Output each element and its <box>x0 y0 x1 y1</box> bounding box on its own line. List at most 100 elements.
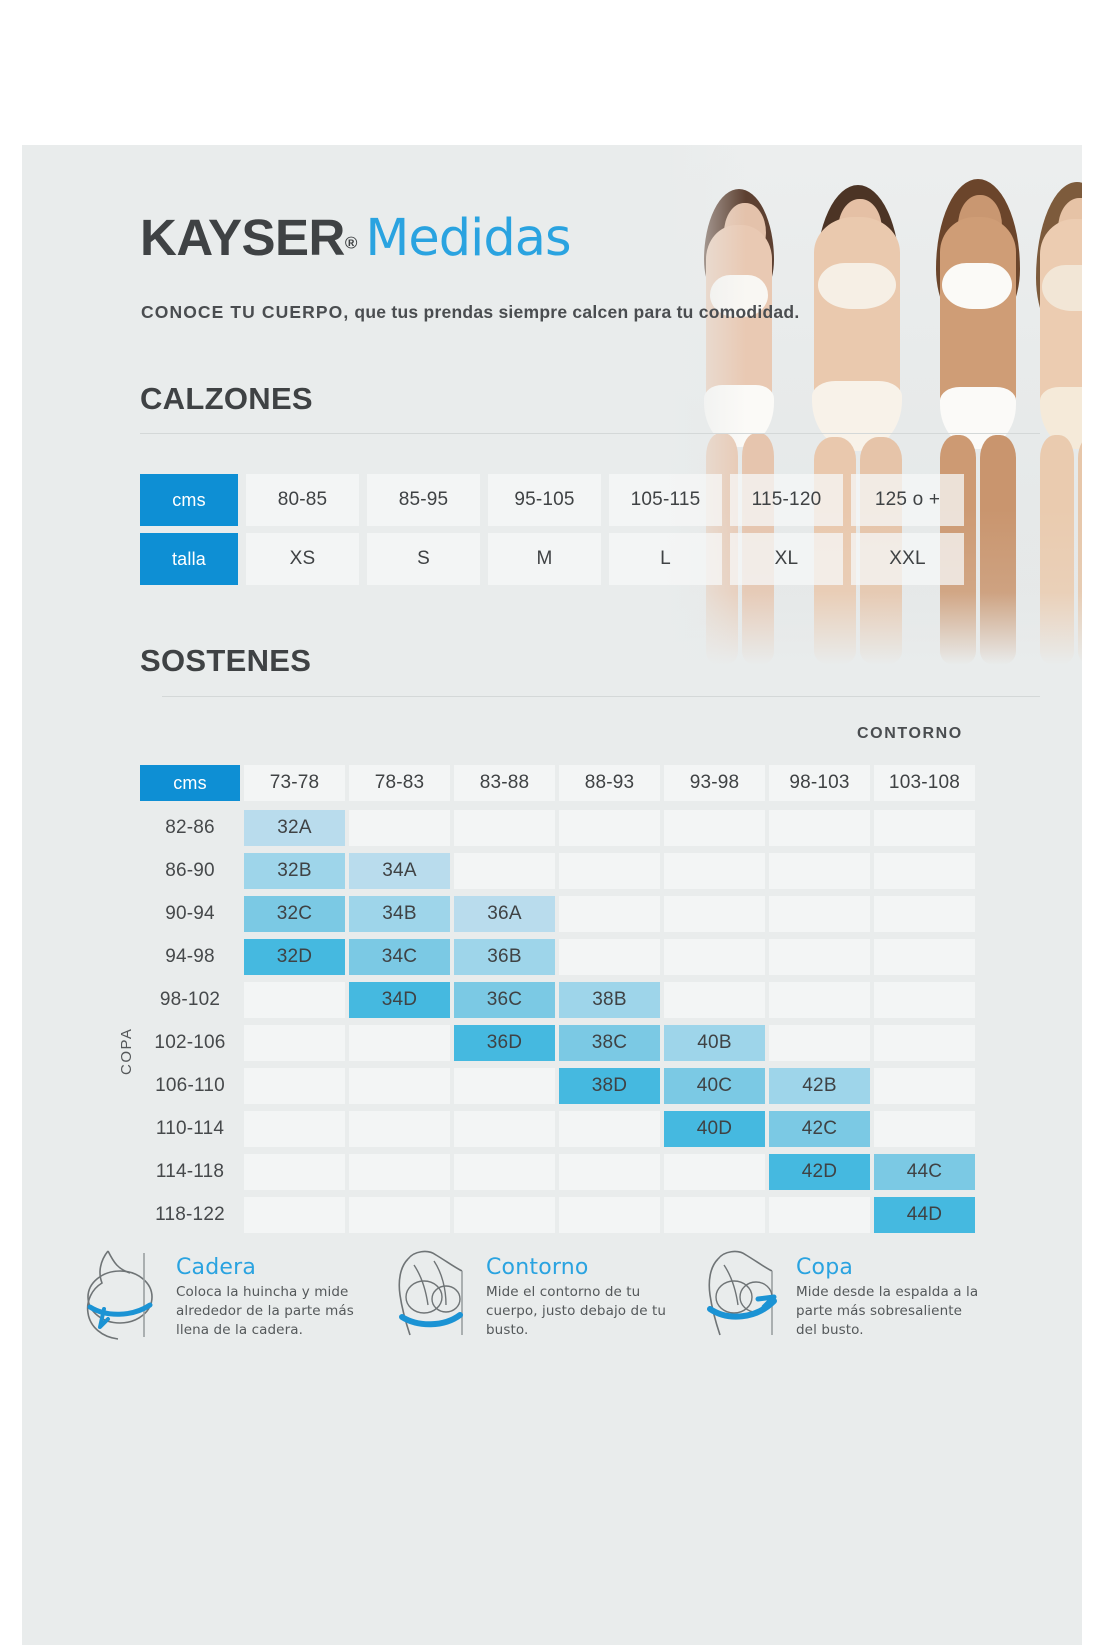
bras-size-cell-32B: 32B <box>244 853 345 889</box>
bras-empty-cell <box>664 1154 765 1190</box>
bras-empty-cell <box>769 896 870 932</box>
photo-fade-overlay <box>662 145 1082 665</box>
models-photo <box>662 145 1082 665</box>
bras-size-cell-40C: 40C <box>664 1068 765 1104</box>
bras-size-cell-32D: 32D <box>244 939 345 975</box>
bras-empty-cell <box>874 939 975 975</box>
brand-product: Medidas <box>365 209 571 268</box>
tagline-bold: CONOCE TU CUERPO, <box>141 302 350 322</box>
bras-size-cell-34C: 34C <box>349 939 450 975</box>
legend-title: Cadera <box>176 1255 257 1280</box>
bras-empty-cell <box>349 1068 450 1104</box>
bras-row-header: 94-98 <box>165 946 215 967</box>
section-title-sostenes: SOSTENES <box>140 643 312 678</box>
bras-empty-cell <box>454 1068 555 1104</box>
bras-empty-cell <box>874 853 975 889</box>
bras-empty-cell <box>244 982 345 1018</box>
bras-row-header: 106-110 <box>155 1075 225 1096</box>
bras-empty-cell <box>664 982 765 1018</box>
panties-cms-cell: 95-105 <box>488 474 601 526</box>
bras-empty-cell <box>664 939 765 975</box>
bras-size-cell-36B: 36B <box>454 939 555 975</box>
bras-empty-cell <box>664 810 765 846</box>
tagline-rest: que tus prendas siempre calcen para tu c… <box>354 302 800 322</box>
bras-size-cell-38B: 38B <box>559 982 660 1018</box>
bras-row-header: 110-114 <box>155 1118 225 1139</box>
panties-cms-cell: 125 o + <box>851 474 964 526</box>
bras-size-cell-32A: 32A <box>244 810 345 846</box>
bras-empty-cell <box>559 810 660 846</box>
bras-column-header: 93-98 <box>664 765 765 801</box>
bras-empty-cell <box>664 853 765 889</box>
bras-size-cell-42B: 42B <box>769 1068 870 1104</box>
brand-name: KAYSER <box>140 209 345 266</box>
bras-size-cell-36A: 36A <box>454 896 555 932</box>
panties-cms-cell: 85-95 <box>367 474 480 526</box>
bras-empty-cell <box>349 1025 450 1061</box>
bras-row-header: 118-122 <box>155 1204 225 1225</box>
bras-empty-cell <box>454 810 555 846</box>
panties-cms-cell: 80-85 <box>246 474 359 526</box>
panties-talla-cell: L <box>609 533 722 585</box>
bras-row-header: 86-90 <box>165 860 215 881</box>
bras-empty-cell <box>244 1111 345 1147</box>
bras-empty-cell <box>874 810 975 846</box>
bras-empty-cell <box>244 1197 345 1233</box>
legend-text-block: Contorno Mide el contorno de tu cuerpo, j… <box>486 1255 676 1340</box>
panties-talla-cell: S <box>367 533 480 585</box>
bras-size-cell-34A: 34A <box>349 853 450 889</box>
bras-empty-cell <box>559 896 660 932</box>
panties-talla-cell: XS <box>246 533 359 585</box>
bras-empty-cell <box>559 1154 660 1190</box>
bras-empty-cell <box>874 1111 975 1147</box>
section-divider-calzones <box>140 433 1040 434</box>
legend-description: Coloca la huincha y mide alrededor de la… <box>176 1284 354 1338</box>
panties-talla-cell: XL <box>730 533 843 585</box>
bras-empty-cell <box>769 1197 870 1233</box>
bras-empty-cell <box>244 1154 345 1190</box>
bras-empty-cell <box>244 1068 345 1104</box>
bras-row-header: 98-102 <box>159 989 221 1010</box>
bras-empty-cell <box>454 853 555 889</box>
section-title-calzones: CALZONES <box>140 381 313 416</box>
bras-size-cell-42D: 42D <box>769 1154 870 1190</box>
bras-empty-cell <box>874 896 975 932</box>
panties-cms-cell: 115-120 <box>730 474 843 526</box>
panties-cms-cell: 105-115 <box>609 474 722 526</box>
bras-empty-cell <box>349 1197 450 1233</box>
legend-text-block: Cadera Coloca la huincha y mide alrededor… <box>176 1255 366 1340</box>
bras-empty-cell <box>559 853 660 889</box>
legend-description: Mide el contorno de tu cuerpo, justo deb… <box>486 1284 667 1338</box>
bras-empty-cell <box>664 896 765 932</box>
section-divider-sostenes <box>162 696 1040 697</box>
bras-row-header: 90-94 <box>165 903 215 924</box>
bras-size-cell-38D: 38D <box>559 1068 660 1104</box>
legend-text-block: Copa Mide desde la espalda a la parte más… <box>796 1255 986 1340</box>
bras-size-cell-38C: 38C <box>559 1025 660 1061</box>
bust-measure-icon <box>698 1247 784 1348</box>
bras-size-cell-44C: 44C <box>874 1154 975 1190</box>
panties-talla-cell: XXL <box>851 533 964 585</box>
axis-label-contorno: CONTORNO <box>857 725 963 742</box>
tagline: CONOCE TU CUERPO, que tus prendas siempr… <box>141 302 799 323</box>
bras-empty-cell <box>769 939 870 975</box>
bras-empty-cell <box>769 1025 870 1061</box>
bras-size-cell-36D: 36D <box>454 1025 555 1061</box>
legend-title: Contorno <box>486 1255 589 1280</box>
bras-corner-header: cms <box>140 765 240 801</box>
bras-empty-cell <box>349 810 450 846</box>
bras-column-header: 98-103 <box>769 765 870 801</box>
bras-empty-cell <box>454 1197 555 1233</box>
bras-row-header: 114-118 <box>155 1161 225 1182</box>
bras-size-cell-34D: 34D <box>349 982 450 1018</box>
registered-mark: ® <box>344 233 358 253</box>
bras-empty-cell <box>349 1111 450 1147</box>
panties-row-header-cms: cms <box>140 474 238 526</box>
bras-size-cell-32C: 32C <box>244 896 345 932</box>
bras-empty-cell <box>454 1154 555 1190</box>
legend-item-contorno: Contorno Mide el contorno de tu cuerpo, j… <box>388 1245 678 1355</box>
bras-empty-cell <box>559 1111 660 1147</box>
bras-empty-cell <box>664 1197 765 1233</box>
bras-empty-cell <box>769 853 870 889</box>
bras-empty-cell <box>769 810 870 846</box>
